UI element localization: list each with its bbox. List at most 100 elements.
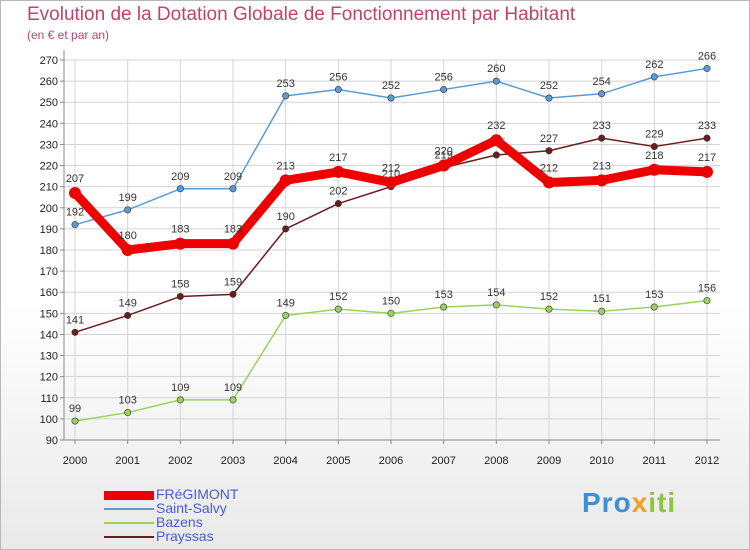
legend-label: Saint-Salvy [156,500,227,516]
x-tick-label: 2011 [643,455,667,467]
data-label-prayssas: 233 [698,120,716,132]
y-tick-label: 110 [40,393,58,405]
data-label-bazens: 109 [171,382,189,394]
x-tick-label: 2004 [273,455,297,467]
data-point-prayssas [124,311,132,319]
data-label-saint-salvy: 260 [487,63,505,75]
data-point-saint-salvy [703,64,711,72]
data-label-saint-salvy: 256 [434,72,452,84]
data-label-bazens: 150 [382,295,400,307]
y-tick-label: 230 [40,139,58,151]
x-tick-label: 2009 [537,455,561,467]
y-tick-label: 170 [40,266,58,278]
data-label-prayssas: 149 [118,297,136,309]
data-point-bazens [703,297,711,305]
data-label-prayssas: 229 [645,129,663,141]
data-point-fr-gimont [385,176,397,189]
data-point-fr-gimont [174,237,187,250]
data-point-bazens [71,417,79,425]
data-point-fr-gimont [648,163,661,176]
data-point-bazens [598,307,606,315]
data-label-bazens: 103 [118,395,136,407]
legend-swatch [104,536,154,538]
data-label-bazens: 152 [329,291,347,303]
data-point-saint-salvy [229,185,237,193]
data-point-prayssas [334,200,342,208]
data-point-saint-salvy [282,92,290,100]
legend-swatch [104,508,154,510]
data-label-saint-salvy: 253 [276,78,294,90]
data-label-saint-salvy: 256 [329,72,347,84]
data-point-saint-salvy [71,221,79,229]
data-label-bazens: 109 [224,382,242,394]
data-point-fr-gimont [701,165,713,178]
data-label-saint-salvy: 254 [592,76,610,88]
legend-swatch [104,522,154,524]
data-label-saint-salvy: 209 [171,171,189,183]
y-tick-label: 120 [40,372,58,384]
data-label-bazens: 149 [276,297,294,309]
data-label-prayssas: 202 [329,186,347,198]
data-label-bazens: 151 [592,293,610,305]
legend-label: FRéGIMONT [156,486,239,502]
data-label-saint-salvy: 252 [382,80,400,92]
data-label-prayssas: 227 [540,133,558,145]
data-point-saint-salvy [492,77,500,85]
y-tick-label: 130 [40,351,58,363]
data-point-saint-salvy [176,185,184,193]
data-point-saint-salvy [387,94,395,102]
data-label-saint-salvy: 199 [118,192,136,204]
y-tick-label: 200 [40,203,58,215]
data-point-bazens [124,409,132,417]
y-tick-label: 160 [40,287,58,299]
data-label-bazens: 153 [434,289,452,301]
y-tick-label: 140 [40,329,58,341]
data-label-saint-salvy: 262 [645,59,663,71]
data-label-fr-gimont: 212 [540,162,558,174]
data-label-bazens: 154 [487,287,505,299]
data-point-prayssas [71,328,79,336]
y-tick-label: 240 [40,118,58,130]
logo-part-2: x [631,487,649,518]
data-point-prayssas [282,225,290,233]
data-label-fr-gimont: 218 [645,150,663,162]
data-label-fr-gimont: 183 [171,224,189,236]
data-point-bazens [387,309,395,317]
data-label-fr-gimont: 220 [434,146,452,158]
data-label-saint-salvy: 252 [540,80,558,92]
y-tick-label: 150 [40,308,58,320]
legend-label: Bazens [156,514,203,530]
y-tick-label: 100 [40,414,58,426]
data-label-fr-gimont: 183 [224,224,242,236]
chart-title: Evolution de la Dotation Globale de Fonc… [27,4,576,25]
data-label-bazens: 153 [645,289,663,301]
data-point-bazens [176,396,184,404]
data-point-bazens [650,303,658,311]
x-tick-label: 2001 [115,455,139,467]
data-label-fr-gimont: 217 [698,152,716,164]
data-point-bazens [334,305,342,313]
data-label-fr-gimont: 217 [329,152,347,164]
data-label-fr-gimont: 180 [118,230,136,242]
data-point-bazens [282,311,290,319]
data-point-fr-gimont [595,174,608,187]
data-label-prayssas: 158 [171,278,189,290]
data-label-bazens: 99 [69,403,81,415]
y-tick-label: 220 [40,161,58,173]
x-tick-label: 2000 [63,455,87,467]
legend-label: Prayssas [156,528,214,544]
data-point-saint-salvy [598,90,606,98]
y-tick-label: 260 [40,76,58,88]
data-point-prayssas [598,134,606,142]
y-tick-label: 90 [46,435,58,447]
data-point-saint-salvy [650,73,658,81]
data-point-fr-gimont [279,174,292,187]
data-label-prayssas: 159 [224,276,242,288]
data-point-bazens [229,396,237,404]
data-label-prayssas: 190 [276,211,294,223]
y-tick-label: 180 [40,245,58,257]
chart-subtitle: (en € et par an) [27,28,110,42]
data-point-prayssas [229,290,237,298]
